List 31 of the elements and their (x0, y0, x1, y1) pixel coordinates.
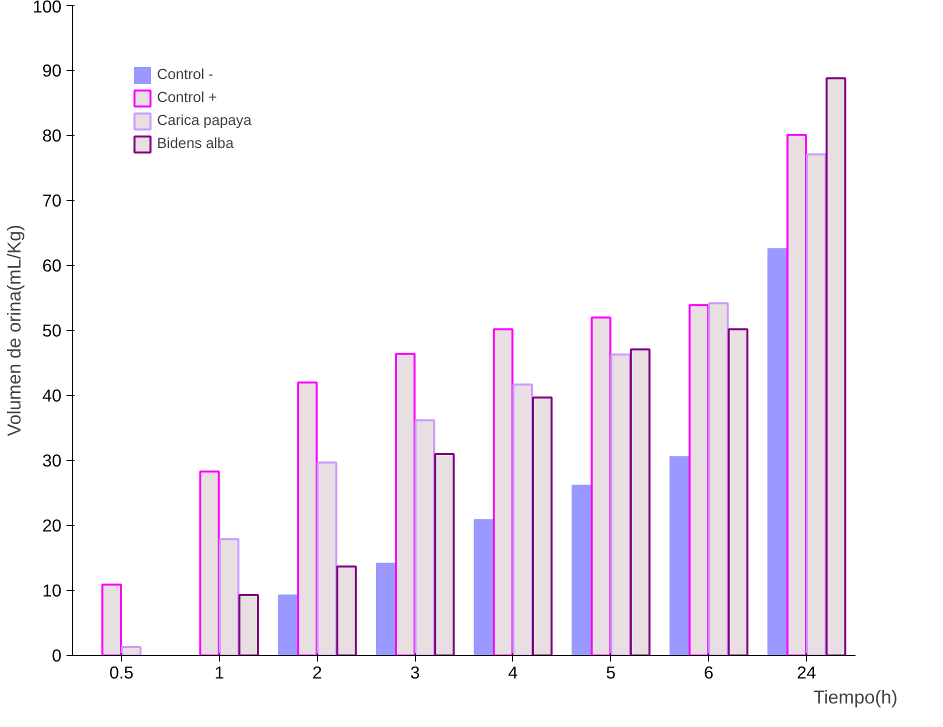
bar (474, 519, 494, 656)
x-tick-label: 0.5 (109, 662, 134, 682)
y-tick-label: 0 (52, 646, 62, 666)
bar (278, 594, 298, 656)
bar (767, 248, 787, 656)
y-tick-label: 30 (42, 450, 62, 470)
x-tick-label: 24 (796, 662, 817, 682)
y-tick-label: 70 (42, 190, 62, 210)
y-tick-label: 50 (42, 320, 62, 340)
y-axis-title: Volumen de orina(mL/Kg) (4, 224, 25, 436)
x-tick-label: 3 (410, 662, 420, 682)
y-tick-label: 20 (42, 516, 62, 536)
bar (376, 562, 396, 656)
y-tick-label: 100 (32, 0, 62, 16)
y-tick-label: 10 (42, 580, 62, 600)
x-tick-label: 2 (312, 662, 322, 682)
legend-label: Carica papaya (157, 113, 252, 129)
y-tick-label: 90 (42, 60, 62, 80)
x-tick-label: 6 (704, 662, 714, 682)
x-tick-label: 4 (508, 662, 518, 682)
legend-label: Control - (157, 67, 214, 83)
bar (670, 456, 690, 656)
x-tick-label: 5 (606, 662, 616, 682)
bar (572, 484, 592, 656)
x-tick-label: 1 (214, 662, 224, 682)
y-tick-label: 60 (42, 256, 62, 276)
y-tick-label: 80 (42, 126, 62, 146)
legend-label: Control + (157, 90, 217, 106)
y-tick-label: 40 (42, 386, 62, 406)
x-axis-title: Tiempo(h) (813, 686, 898, 708)
legend-label: Bidens alba (157, 136, 234, 152)
